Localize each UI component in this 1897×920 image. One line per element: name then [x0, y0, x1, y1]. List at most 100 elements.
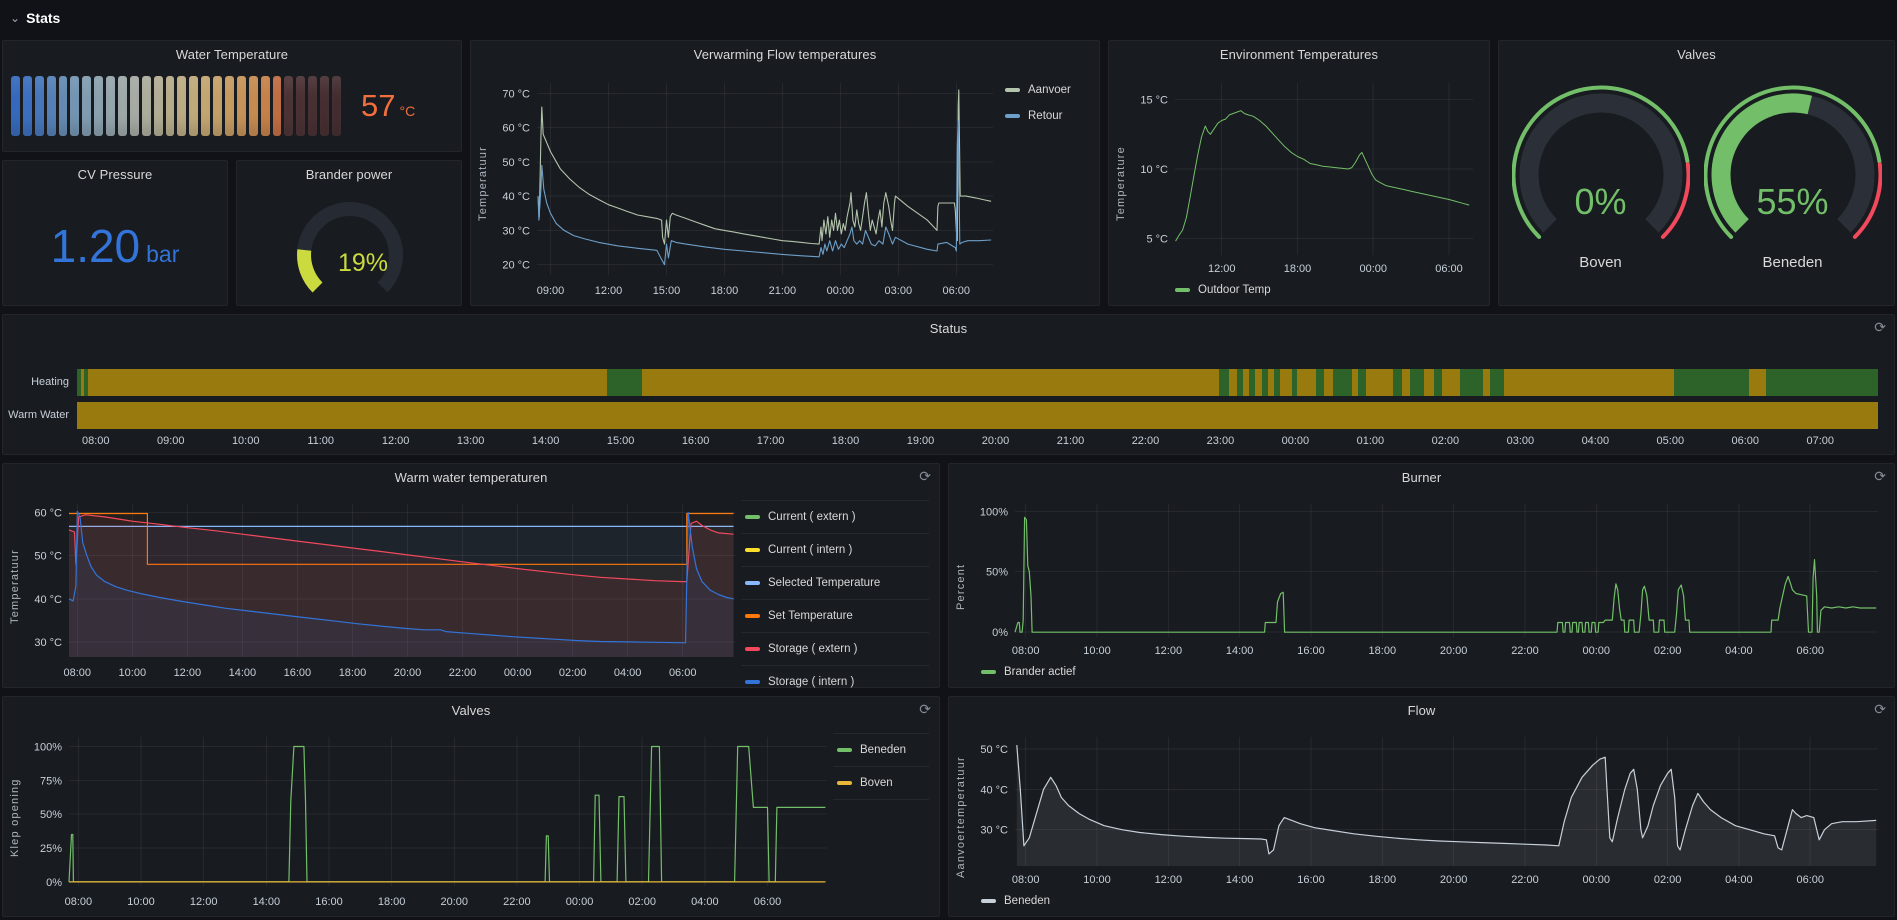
led-cell	[260, 76, 270, 136]
y-axis-label: Aanvoertemperatuur	[955, 756, 967, 879]
timeline-segment	[1434, 369, 1442, 396]
legend-item[interactable]: Boven	[833, 766, 929, 799]
legend-item[interactable]: Beneden	[833, 733, 929, 766]
svg-text:14:00: 14:00	[1226, 874, 1254, 886]
legend-label: Selected Temperature	[768, 577, 881, 589]
legend-item[interactable]: Retour	[1001, 103, 1093, 129]
legend-item[interactable]: Selected Temperature	[741, 566, 929, 599]
timeline-segment	[1323, 369, 1333, 396]
panel-status: Status ⟳ Heating Warm Water 08:00 09:00 10:…	[2, 314, 1895, 455]
refresh-icon[interactable]: ⟳	[1874, 468, 1886, 484]
svg-text:18:00: 18:00	[1369, 874, 1397, 886]
svg-text:20:00: 20:00	[440, 896, 468, 908]
led-cell	[129, 76, 139, 136]
svg-text:18:00: 18:00	[378, 896, 406, 908]
panel-title[interactable]: Status	[929, 321, 968, 336]
panel-cv-pressure: CV Pressure 1.20 bar	[2, 160, 228, 306]
legend-item[interactable]: Current ( extern )	[741, 500, 929, 533]
panel-title[interactable]: Brander power	[305, 167, 393, 182]
collapse-chevron-icon[interactable]: ⌄	[10, 11, 21, 25]
legend-swatch	[1005, 114, 1020, 118]
legend-item[interactable]: Current ( intern )	[741, 533, 929, 566]
svg-text:22:00: 22:00	[1511, 645, 1539, 657]
time-axis-label: 11:00	[307, 435, 335, 447]
legend-item[interactable]: Storage ( intern )	[741, 665, 929, 698]
svg-text:50 °C: 50 °C	[980, 744, 1008, 756]
led-cell	[22, 76, 32, 136]
flow-chart[interactable]: 08:00 10:00 12:00 14:00 16:00 18:00 20:00 22:00…	[971, 723, 1888, 890]
time-axis-label: 16:00	[681, 435, 710, 447]
svg-text:15 °C: 15 °C	[1140, 95, 1168, 107]
timeline-segment	[1248, 369, 1255, 396]
panel-brander-power: Brander power 19%	[236, 160, 462, 306]
svg-text:30 °C: 30 °C	[502, 225, 530, 237]
panel-title[interactable]: Valves	[451, 703, 491, 718]
legend-item[interactable]: Storage ( extern )	[741, 632, 929, 665]
led-cell	[284, 76, 294, 136]
legend-label: Current ( intern )	[768, 544, 853, 556]
legend-label: Set Temperature	[768, 610, 853, 622]
svg-text:08:00: 08:00	[1012, 874, 1040, 886]
time-axis-label: 08:00	[81, 435, 110, 447]
time-axis-label: 03:00	[1506, 435, 1535, 447]
panel-title[interactable]: Water Temperature	[175, 47, 289, 62]
panel-title[interactable]: Warm water temperaturen	[394, 470, 548, 485]
svg-text:00:00: 00:00	[1583, 645, 1611, 657]
environment-chart[interactable]: 12:00 18:00 00:00 06:00 5 °C 10 °C 15 °C	[1131, 67, 1483, 279]
legend-item[interactable]: Brander actief	[981, 666, 1076, 678]
svg-text:08:00: 08:00	[63, 667, 91, 679]
legend-item[interactable]: Outdoor Temp	[1175, 284, 1271, 296]
legend-item[interactable]: Aanvoer	[1001, 77, 1093, 103]
time-axis-label: 05:00	[1656, 435, 1685, 447]
svg-text:75%: 75%	[40, 775, 62, 787]
legend-item[interactable]: Beneden	[981, 895, 1050, 907]
svg-text:20 °C: 20 °C	[502, 260, 530, 272]
panel-water-temperature: Water Temperature 57 °C	[2, 40, 462, 152]
time-axis: 08:00 09:00 10:00 11:00 12:00 13:00 14:00 15:00…	[77, 435, 1878, 451]
time-axis-label: 10:00	[231, 435, 260, 447]
burner-chart[interactable]: 08:00 10:00 12:00 14:00 16:00 18:00 20:00 22:00…	[971, 490, 1888, 661]
svg-text:04:00: 04:00	[1725, 645, 1753, 657]
led-cell	[153, 76, 163, 136]
gauge-value: 0%	[1574, 181, 1627, 222]
legend-swatch	[745, 680, 760, 684]
refresh-icon[interactable]: ⟳	[1874, 319, 1886, 335]
warm-water-chart[interactable]: 08:00 10:00 12:00 14:00 16:00 18:00 20:00 22:00…	[25, 490, 741, 683]
time-axis-label: 14:00	[531, 435, 560, 447]
gauge-boven: 0% Boven	[1510, 81, 1690, 271]
row-title[interactable]: Stats	[26, 10, 61, 26]
value-unit: bar	[146, 241, 180, 267]
refresh-icon[interactable]: ⟳	[919, 468, 931, 484]
time-axis-label: 17:00	[756, 435, 785, 447]
legend: Aanvoer Retour	[1001, 67, 1093, 301]
svg-text:16:00: 16:00	[315, 896, 343, 908]
valves-chart[interactable]: 08:00 10:00 12:00 14:00 16:00 18:00 20:00 22:00…	[25, 723, 833, 912]
led-cell	[70, 76, 80, 136]
led-cell	[58, 76, 68, 136]
timeline-segment	[77, 402, 1878, 429]
panel-title[interactable]: Valves	[1677, 47, 1716, 62]
panel-title[interactable]: Verwarming Flow temperatures	[693, 47, 877, 62]
brander-gauge: 19%	[265, 191, 435, 301]
legend-label: Storage ( extern )	[768, 643, 858, 655]
svg-text:10:00: 10:00	[119, 667, 147, 679]
legend: Beneden	[971, 890, 1888, 912]
legend-item[interactable]: Set Temperature	[741, 599, 929, 632]
flow-temperatures-chart[interactable]: 09:00 12:00 15:00 18:00 21:00 00:00 03:00 06:00…	[493, 67, 1001, 301]
svg-text:12:00: 12:00	[174, 667, 202, 679]
timeline-segment	[1280, 369, 1292, 396]
svg-text:00:00: 00:00	[1583, 874, 1611, 886]
panel-title[interactable]: Burner	[1401, 470, 1442, 485]
svg-text:40 °C: 40 °C	[502, 191, 530, 203]
svg-text:04:00: 04:00	[691, 896, 719, 908]
refresh-icon[interactable]: ⟳	[1874, 701, 1886, 717]
time-axis-label: 00:00	[1281, 435, 1310, 447]
svg-text:50 °C: 50 °C	[34, 551, 62, 563]
panel-title[interactable]: CV Pressure	[77, 167, 153, 182]
timeline-segment	[88, 369, 608, 396]
refresh-icon[interactable]: ⟳	[919, 701, 931, 717]
timeline-segment	[1766, 369, 1878, 396]
panel-title[interactable]: Environment Temperatures	[1219, 47, 1379, 62]
timeline-segment	[1410, 369, 1425, 396]
panel-title[interactable]: Flow	[1407, 703, 1436, 718]
